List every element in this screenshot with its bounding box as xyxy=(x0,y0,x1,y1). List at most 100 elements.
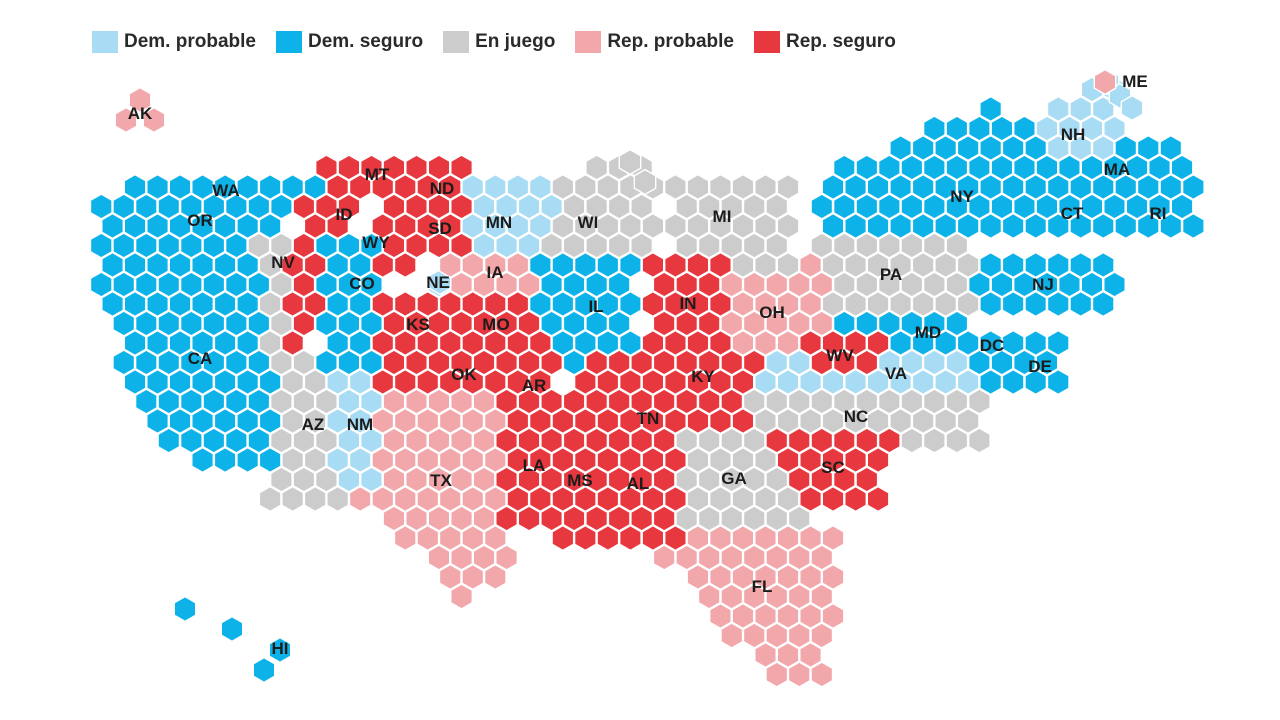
hex-cell-sc xyxy=(866,446,890,474)
state-mo[interactable] xyxy=(438,290,552,357)
state-ri[interactable] xyxy=(1103,173,1205,240)
hex-cell-oh xyxy=(776,329,800,357)
state-oh[interactable] xyxy=(720,251,834,357)
state-ks[interactable] xyxy=(371,290,451,357)
hex-cell-ca xyxy=(258,407,282,435)
hex-cell-al xyxy=(607,505,631,532)
state-tn[interactable] xyxy=(506,388,755,435)
hex-cell-co xyxy=(337,349,361,376)
hex-cell-nm xyxy=(337,388,361,415)
hex-cell-id xyxy=(315,193,338,220)
hex-cell-ar xyxy=(506,368,530,396)
state-la[interactable] xyxy=(495,427,563,532)
hex-cell-ct xyxy=(1091,173,1115,201)
state-or[interactable] xyxy=(89,193,260,240)
state-ak[interactable] xyxy=(114,86,166,134)
state-va[interactable] xyxy=(754,349,980,396)
hex-cell-id xyxy=(292,232,316,259)
hex-cell-va xyxy=(787,349,811,376)
state-fl[interactable] xyxy=(652,524,845,688)
hex-cell-ok xyxy=(416,368,440,396)
hex-cell-id xyxy=(292,310,316,337)
state-mn[interactable] xyxy=(461,173,563,259)
hex-cell-il xyxy=(528,251,552,279)
hex-cell-nm xyxy=(337,427,361,454)
state-de[interactable] xyxy=(979,329,1070,396)
state-ga[interactable] xyxy=(675,427,811,532)
hex-cell-ia xyxy=(483,251,507,279)
state-sc[interactable] xyxy=(765,427,901,513)
state-in[interactable] xyxy=(641,251,732,357)
hex-cell-ms xyxy=(551,446,575,474)
state-az[interactable] xyxy=(258,329,350,513)
state-sd[interactable] xyxy=(393,212,473,259)
legend-item-rep-seguro: Rep. seguro xyxy=(754,31,896,53)
hex-cell-wi xyxy=(630,193,654,220)
hex-cell-ca xyxy=(179,232,203,259)
hex-cell-fl xyxy=(709,524,732,552)
hex-cell-tx xyxy=(472,505,496,532)
hex-cell-mo xyxy=(438,329,462,357)
hex-cell-ga xyxy=(675,466,699,493)
hex-cell-ca xyxy=(191,290,215,318)
state-mi[interactable] xyxy=(664,173,800,279)
hex-cell-fl xyxy=(787,544,811,571)
state-ky[interactable] xyxy=(573,349,766,396)
hex-cell-ri xyxy=(1159,173,1183,201)
state-ia[interactable] xyxy=(438,251,541,298)
hex-cell-de xyxy=(1001,329,1025,357)
hex-cell-ca xyxy=(89,232,113,259)
hex-cell-ca xyxy=(213,290,237,318)
state-tx[interactable] xyxy=(348,388,518,610)
hex-cell-ak xyxy=(114,106,138,134)
state-wv[interactable] xyxy=(799,329,890,376)
state-nm[interactable] xyxy=(326,368,383,493)
hex-cell-wa xyxy=(247,193,271,220)
hex-cell-wv xyxy=(821,329,845,357)
hex-cell-mn xyxy=(495,232,518,259)
state-hi[interactable] xyxy=(173,595,292,684)
hex-cell-ma xyxy=(1114,134,1138,162)
hex-cell-ct xyxy=(1091,212,1115,240)
hex-cell-ga xyxy=(776,485,800,513)
state-il[interactable] xyxy=(528,251,642,376)
state-ar[interactable] xyxy=(495,349,563,415)
state-dc[interactable] xyxy=(956,329,1014,376)
hex-cell-fl xyxy=(776,602,800,630)
state-mt[interactable] xyxy=(315,154,473,220)
hex-cell-tx xyxy=(393,407,417,435)
state-ny[interactable] xyxy=(810,95,1014,240)
state-wi[interactable] xyxy=(540,148,665,259)
state-nv[interactable] xyxy=(247,232,293,337)
hex-cell-mi xyxy=(776,251,800,279)
state-me[interactable] xyxy=(1093,68,1144,122)
state-nd[interactable] xyxy=(393,173,473,220)
state-al[interactable] xyxy=(607,427,687,552)
hex-cell-tn xyxy=(528,407,552,435)
hex-cell-in xyxy=(641,251,665,279)
state-nc[interactable] xyxy=(720,388,991,454)
hex-cell-az xyxy=(315,388,338,415)
hex-cell-ok xyxy=(382,349,406,376)
hex-cell-tx xyxy=(371,446,395,474)
hex-cell-fl xyxy=(776,563,800,591)
state-pa[interactable] xyxy=(810,232,980,318)
hex-cell-in xyxy=(641,329,665,357)
state-id[interactable] xyxy=(281,193,361,357)
hex-cell-ok xyxy=(472,349,496,376)
state-ca[interactable] xyxy=(89,232,282,474)
state-co[interactable] xyxy=(315,232,383,376)
state-ct[interactable] xyxy=(1001,173,1115,240)
state-nj[interactable] xyxy=(968,251,1126,318)
state-wy[interactable] xyxy=(371,212,417,279)
hex-cell-ny xyxy=(877,193,901,220)
hex-cell-az xyxy=(281,368,305,396)
state-md[interactable] xyxy=(832,310,969,357)
state-wa[interactable] xyxy=(123,173,327,240)
hex-cell-tx xyxy=(427,544,451,571)
state-ma[interactable] xyxy=(1001,115,1194,181)
state-ok[interactable] xyxy=(371,349,518,396)
hex-cell-tn xyxy=(573,407,597,435)
hex-cell-ny xyxy=(866,212,890,240)
state-ms[interactable] xyxy=(551,427,620,552)
